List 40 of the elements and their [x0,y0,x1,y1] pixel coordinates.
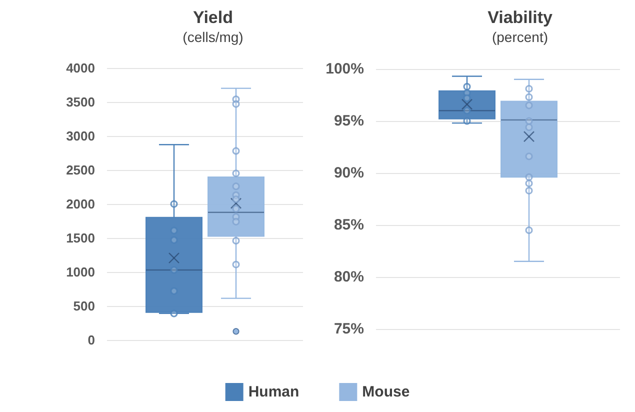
y-tick-label: 1000 [66,264,95,280]
y-tick-label: 4000 [66,60,95,76]
y-tick-label: 2000 [66,196,95,212]
y-tick-label: 2500 [66,162,95,178]
point [525,180,533,188]
y-tick-label: 500 [73,298,95,314]
y-tick-label: 3000 [66,128,95,144]
y-tick-label: 100% [326,60,364,78]
point [232,182,240,190]
point [525,186,533,194]
point [525,226,533,234]
point [232,218,240,226]
point [525,152,533,160]
point [232,236,240,244]
legend-label: Human [248,384,300,400]
chart-subtitle: (cells/mg) [182,29,244,45]
legend-label: Mouse [362,384,410,400]
y-tick-label: 85% [334,216,364,234]
chart-subtitle: (percent) [492,29,548,45]
point [525,85,533,93]
point [525,117,533,125]
y-tick-label: 90% [334,164,364,182]
y-tick-label: 0 [88,332,95,348]
point [232,170,240,178]
y-tick-label: 3500 [66,94,95,110]
y-tick-label: 1500 [66,230,95,246]
point [232,100,240,108]
point [525,173,533,181]
y-tick-label: 95% [334,112,364,130]
y-tick-label: 75% [334,320,364,338]
y-tick-label: 80% [334,268,364,286]
point [525,102,533,110]
point [232,260,240,268]
point [232,205,240,213]
point [525,123,533,131]
chart-title: Yield [193,8,233,27]
chart-title: Viability [488,8,553,27]
point [232,195,240,203]
point [525,93,533,101]
point [232,147,240,155]
